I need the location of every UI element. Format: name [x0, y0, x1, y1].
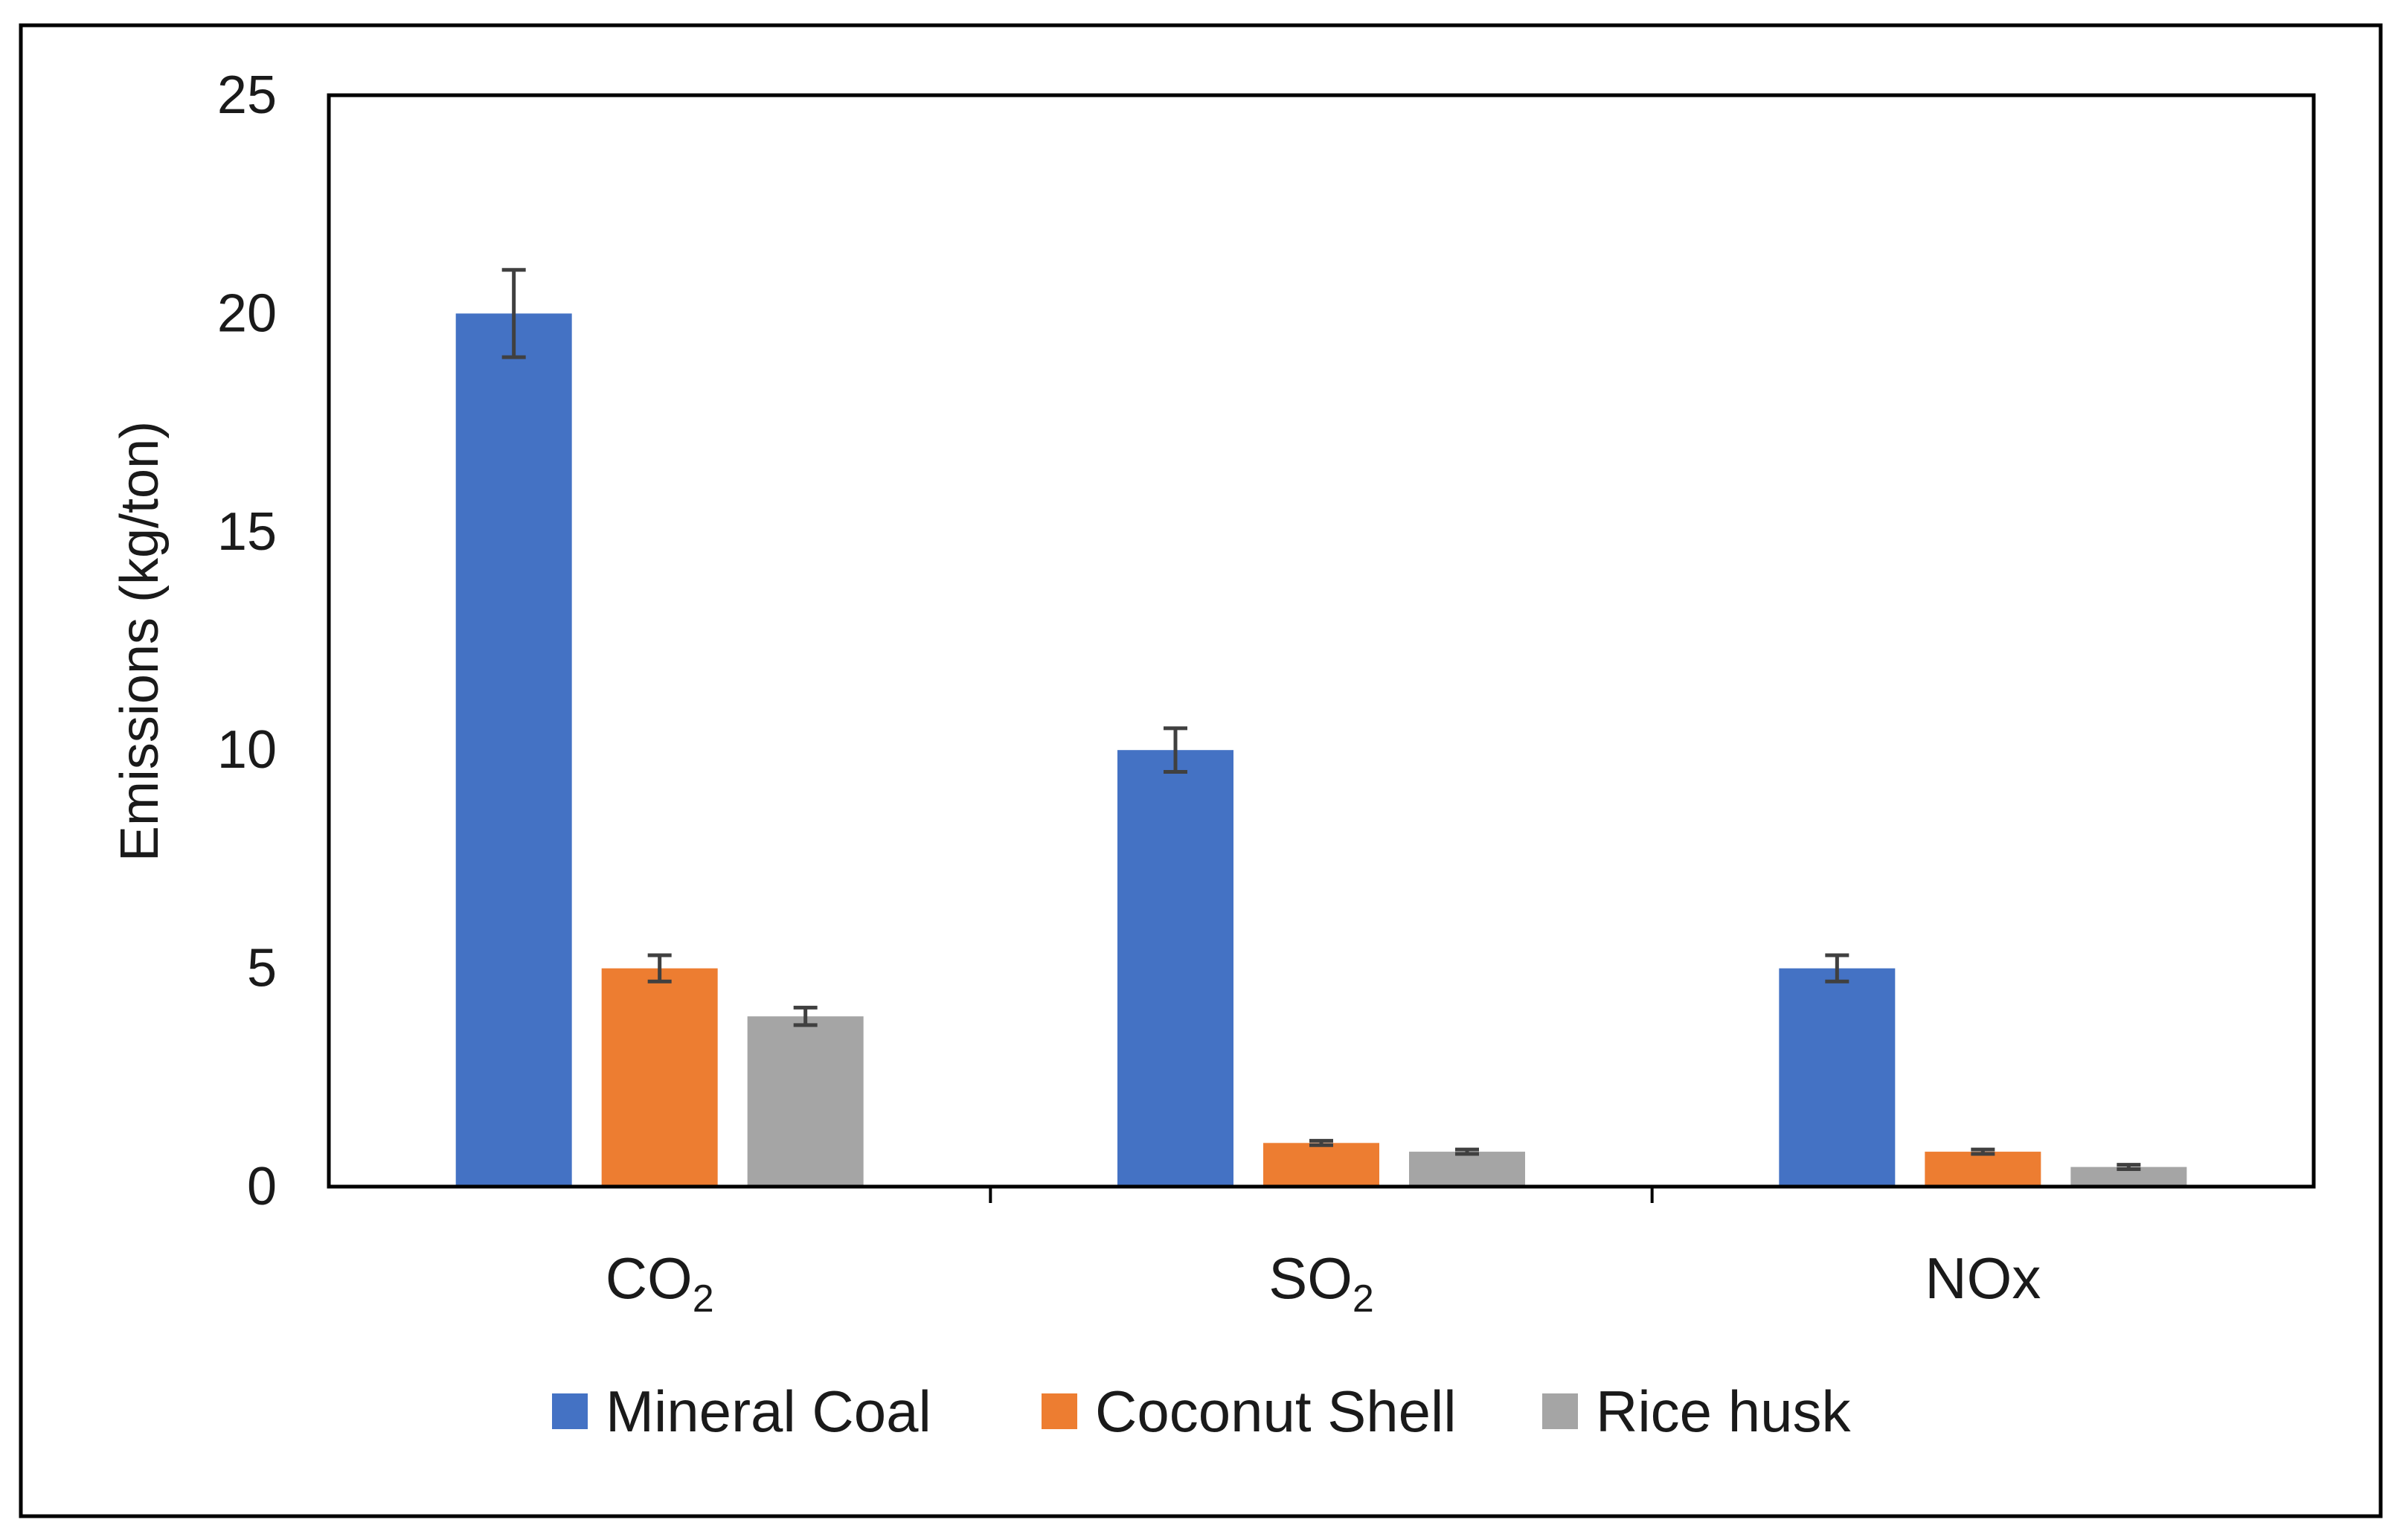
x-tick-label: CO2 — [606, 1245, 714, 1321]
x-axis: CO2 SO2 NOx — [606, 1187, 2041, 1321]
x-tick-label: SO2 — [1268, 1245, 1374, 1321]
y-axis: 0 5 10 15 20 25 — [217, 65, 277, 1216]
bar — [1409, 1152, 1525, 1187]
bar — [747, 1016, 864, 1187]
x-tick-label-main: SO — [1268, 1245, 1353, 1311]
legend-swatch — [1042, 1393, 1077, 1429]
bar — [455, 313, 572, 1187]
y-tick-label: 20 — [217, 283, 277, 343]
legend-label: Mineral Coal — [606, 1379, 931, 1444]
bar — [1925, 1152, 2041, 1187]
y-tick-label: 0 — [247, 1157, 277, 1216]
x-tick-label-subscript: 2 — [693, 1277, 714, 1321]
legend-swatch — [1542, 1393, 1578, 1429]
bar — [1117, 750, 1233, 1187]
legend-swatch — [552, 1393, 588, 1429]
x-tick-label-subscript: 2 — [1353, 1277, 1374, 1321]
bar — [1779, 968, 1896, 1187]
legend: Mineral Coal Coconut Shell Rice husk — [552, 1379, 1851, 1444]
y-tick-label: 25 — [217, 65, 277, 125]
bar — [1263, 1143, 1379, 1187]
plot-area — [455, 268, 2187, 1187]
y-tick-label: 5 — [247, 939, 277, 998]
x-tick-label: NOx — [1925, 1245, 2041, 1311]
y-tick-label: 15 — [217, 502, 277, 562]
legend-label: Rice husk — [1596, 1379, 1851, 1444]
x-tick-label-main: NOx — [1925, 1245, 2041, 1311]
x-tick-label-main: CO — [606, 1245, 693, 1311]
bar — [601, 968, 718, 1187]
plot-border — [327, 93, 2316, 1189]
y-tick-label: 10 — [217, 720, 277, 780]
legend-label: Coconut Shell — [1095, 1379, 1457, 1444]
y-axis-label: Emissions (kg/ton) — [110, 421, 170, 862]
